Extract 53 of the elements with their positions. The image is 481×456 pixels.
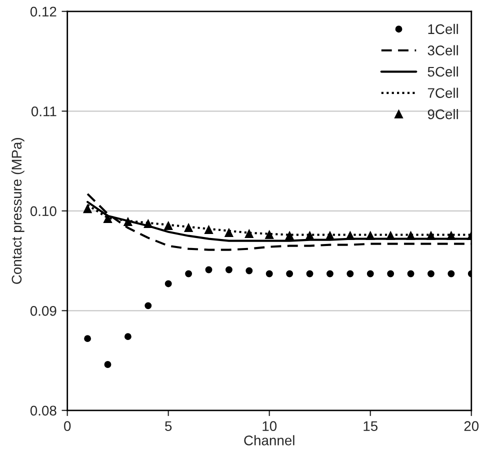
point	[448, 270, 455, 278]
y-tick-label: 0.08	[30, 406, 56, 416]
point	[124, 333, 132, 340]
point	[285, 232, 294, 240]
point	[164, 222, 173, 230]
y-tick-label: 0.11	[31, 106, 56, 116]
x-tick-label: 5	[165, 421, 172, 432]
point	[84, 335, 92, 342]
point	[428, 270, 434, 278]
point	[246, 267, 253, 274]
point	[124, 218, 132, 226]
point	[185, 270, 192, 278]
point	[144, 302, 152, 310]
point	[204, 226, 213, 234]
legend-label: 1Cell	[428, 24, 458, 34]
point	[386, 232, 395, 240]
point	[205, 266, 212, 274]
point	[387, 270, 394, 278]
point	[447, 232, 456, 240]
legend-label: 9Cell	[428, 109, 458, 120]
point	[83, 204, 92, 214]
point	[286, 270, 294, 278]
point	[406, 232, 415, 240]
x-tick-label: 15	[364, 421, 378, 432]
point	[164, 280, 172, 288]
point	[366, 270, 374, 278]
point	[346, 270, 354, 278]
point	[366, 232, 375, 240]
y-axis-title: Contact pressure (MPa)	[11, 138, 24, 284]
point	[266, 270, 273, 278]
y-tick-label: 0.12	[30, 6, 56, 17]
y-tick-label: 0.09	[30, 306, 56, 316]
point	[265, 230, 274, 240]
point	[184, 224, 193, 232]
point	[326, 270, 334, 278]
point	[104, 361, 112, 368]
legend-label: 5Cell	[428, 66, 458, 77]
point	[306, 270, 314, 278]
point	[426, 232, 436, 240]
legend-label: 7Cell	[428, 88, 458, 98]
x-tick-label: 20	[464, 421, 479, 432]
point	[346, 232, 354, 240]
point	[224, 228, 234, 238]
point	[407, 270, 414, 278]
y-tick-label: 0.10	[30, 206, 56, 216]
point	[225, 266, 232, 274]
x-tick-label: 10	[262, 421, 277, 432]
legend-label: 3Cell	[428, 45, 458, 56]
point	[144, 220, 152, 228]
x-tick-label: 0	[64, 421, 71, 432]
point	[244, 230, 254, 238]
point	[104, 214, 112, 224]
x-axis-title: Channel	[244, 435, 294, 446]
